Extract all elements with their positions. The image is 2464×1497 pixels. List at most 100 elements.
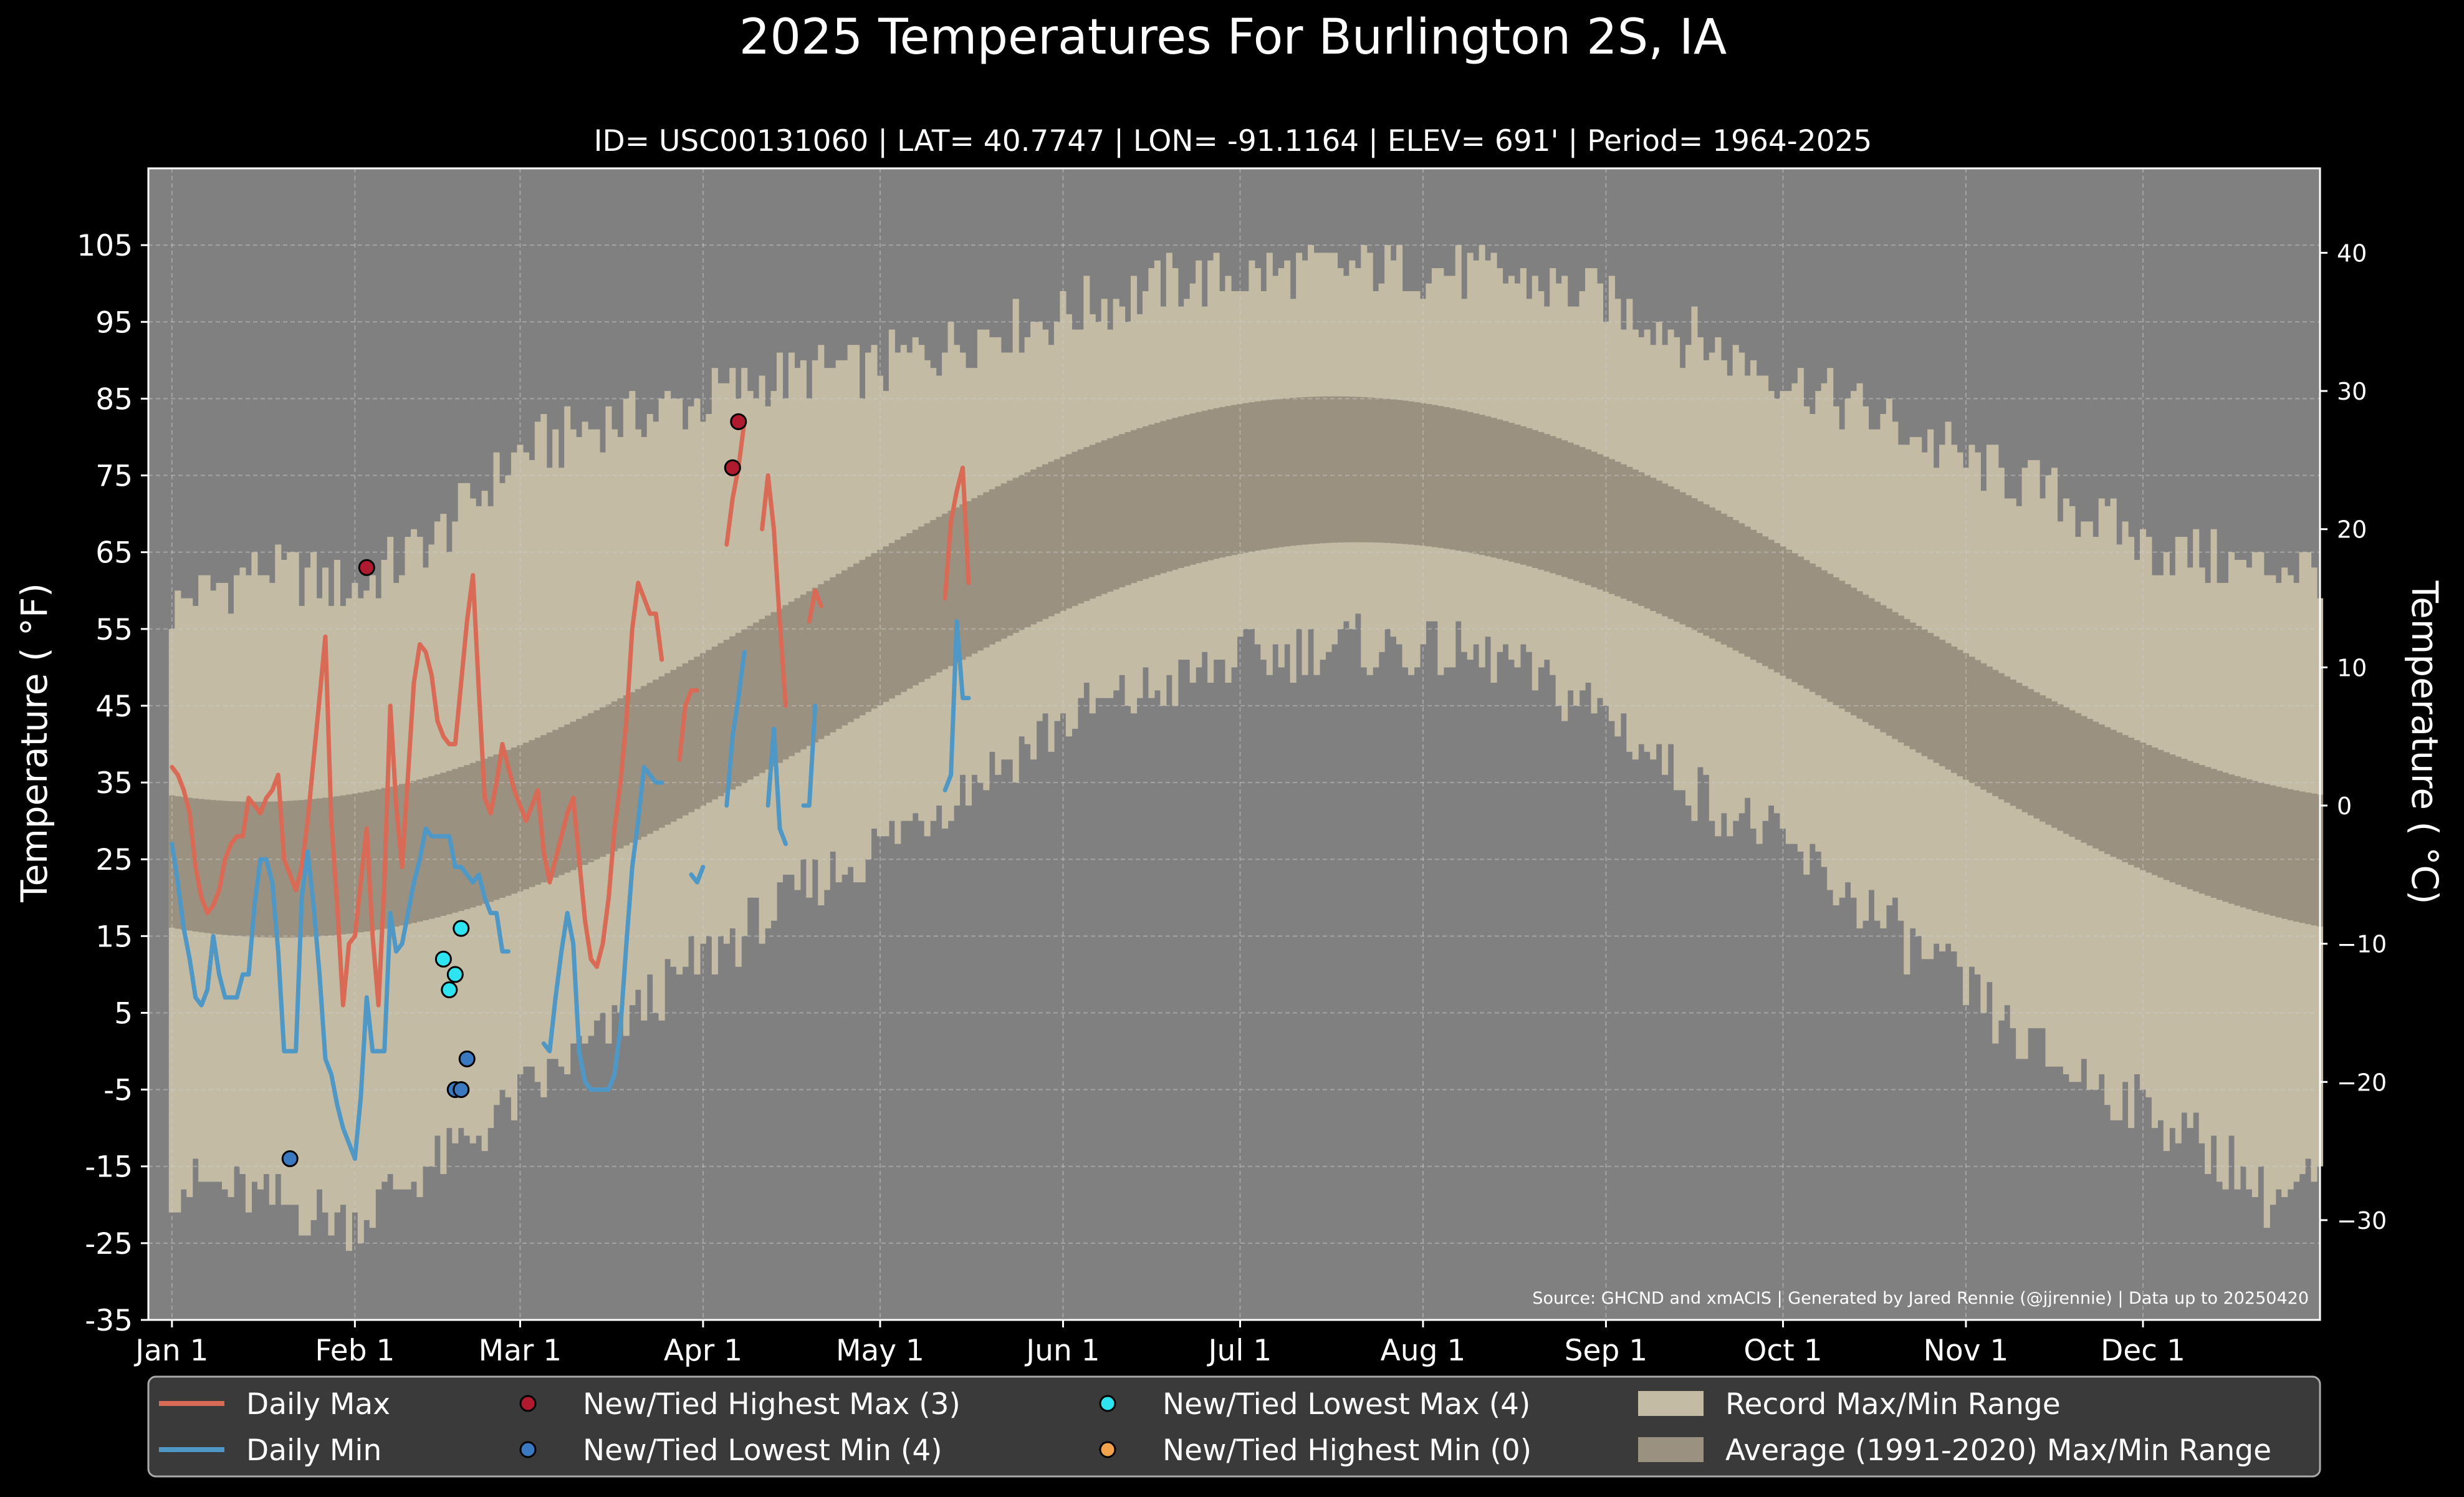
normal-range-bar bbox=[2122, 734, 2129, 862]
normal-range-bar bbox=[1703, 504, 1710, 636]
normal-range-bar bbox=[1632, 469, 1639, 604]
normal-range-bar bbox=[936, 516, 942, 673]
chart-title: 2025 Temperatures For Burlington 2S, IA bbox=[739, 9, 1727, 65]
normal-range-bar bbox=[2240, 777, 2246, 908]
normal-range-bar bbox=[1974, 660, 1981, 787]
normal-range-bar bbox=[1313, 397, 1320, 544]
normal-range-bar bbox=[1254, 401, 1261, 551]
legend-marker-swatch bbox=[519, 1441, 537, 1458]
normal-range-bar bbox=[410, 781, 418, 923]
normal-range-bar bbox=[2163, 752, 2170, 880]
normal-range-bar bbox=[405, 782, 411, 925]
normal-range-bar bbox=[316, 798, 323, 936]
normal-range-bar bbox=[1284, 398, 1291, 547]
normal-range-bar bbox=[706, 650, 712, 803]
daily-max-line bbox=[724, 419, 747, 547]
normal-range-bar bbox=[1909, 622, 1916, 749]
plot-area bbox=[147, 167, 2324, 1321]
normal-range-bar bbox=[717, 643, 724, 796]
normal-range-bar bbox=[333, 796, 340, 935]
normal-range-bar bbox=[2293, 790, 2300, 922]
normal-range-bar bbox=[2057, 704, 2064, 831]
normal-range-bar bbox=[1691, 498, 1698, 630]
y-axis-left: -35 -25 -15 -5 5 15 25 35 45 55 65 75 85 95 105 bbox=[77, 229, 148, 1338]
legend-patch-swatch bbox=[1638, 1437, 1704, 1462]
normal-range-bar bbox=[1479, 415, 1485, 556]
normal-range-bar bbox=[1373, 398, 1379, 543]
y-tick-label-right: 40 bbox=[2337, 239, 2367, 267]
normal-range-bar bbox=[989, 489, 995, 645]
normal-range-bar bbox=[2145, 745, 2152, 873]
normal-range-bar bbox=[458, 767, 464, 912]
y-tick-label: 5 bbox=[114, 996, 133, 1031]
y-axis-label-left: Temperature ( °F) bbox=[13, 583, 55, 903]
normal-range-bar bbox=[552, 729, 559, 878]
normal-range-bar bbox=[1614, 461, 1621, 597]
normal-range-bar bbox=[1083, 447, 1090, 601]
normal-range-bar bbox=[1366, 397, 1373, 542]
normal-range-bar bbox=[239, 801, 246, 936]
normal-range-bar bbox=[1968, 657, 1975, 783]
normal-range-bar bbox=[1060, 456, 1067, 612]
x-tick-label: Feb 1 bbox=[315, 1334, 395, 1368]
normal-range-bar bbox=[328, 797, 335, 936]
normal-range-bar bbox=[1225, 406, 1232, 557]
normal-range-bar bbox=[2187, 761, 2193, 890]
normal-range-bar bbox=[1892, 612, 1899, 739]
legend-label: Daily Max bbox=[246, 1387, 390, 1422]
normal-range-bar bbox=[1177, 416, 1184, 569]
y-tick-label: -35 bbox=[85, 1304, 133, 1338]
normal-range-bar bbox=[1945, 643, 1952, 770]
normal-range-bar bbox=[1962, 653, 1969, 780]
x-tick-label: Dec 1 bbox=[2101, 1334, 2185, 1368]
y-tick-label: 15 bbox=[95, 920, 133, 954]
normal-range-bar bbox=[280, 801, 287, 938]
y-tick-label: 55 bbox=[95, 613, 133, 647]
normal-range-bar bbox=[1827, 574, 1834, 702]
y-tick-label: -5 bbox=[103, 1074, 133, 1108]
normal-range-bar bbox=[1762, 536, 1769, 667]
normal-range-bar bbox=[345, 794, 352, 934]
normal-range-bar bbox=[1656, 480, 1662, 614]
daily-max-line bbox=[807, 588, 823, 623]
normal-range-bar bbox=[204, 799, 211, 933]
normal-range-bar bbox=[228, 801, 234, 936]
normal-range-bar bbox=[1773, 543, 1781, 673]
normal-range-bar bbox=[175, 796, 181, 929]
normal-range-bar bbox=[1496, 419, 1503, 559]
normal-range-bar bbox=[1603, 456, 1609, 592]
normal-range-bar bbox=[2098, 724, 2105, 852]
normal-range-bar bbox=[653, 680, 659, 831]
normal-range-bar bbox=[1502, 421, 1509, 561]
normal-range-bar bbox=[1561, 440, 1568, 577]
normal-range-bar bbox=[1998, 673, 2005, 800]
normal-range-bar bbox=[168, 795, 175, 928]
normal-range-bar bbox=[564, 724, 571, 873]
normal-range-bar bbox=[753, 622, 760, 777]
daily-min-line bbox=[170, 826, 511, 1161]
normal-range-bar bbox=[1833, 577, 1839, 706]
normal-range-bar bbox=[2074, 713, 2081, 840]
normal-range-bar bbox=[1904, 619, 1910, 746]
normal-range-bar bbox=[1662, 483, 1669, 617]
y-axis-label-right: Temperature ( °C) bbox=[2404, 580, 2446, 904]
normal-range-bar bbox=[1007, 480, 1014, 636]
normal-range-bar bbox=[245, 801, 252, 937]
normal-range-bar bbox=[670, 670, 677, 822]
normal-range-bar bbox=[1608, 459, 1615, 594]
normal-range-bar bbox=[1396, 400, 1403, 544]
normal-range-bar bbox=[2051, 701, 2058, 828]
normal-range-bar bbox=[1053, 459, 1061, 614]
normal-range-bar bbox=[1727, 516, 1733, 648]
normal-range-bar bbox=[1119, 434, 1126, 587]
normal-range-bar bbox=[428, 776, 435, 919]
x-tick-label: Jun 1 bbox=[1024, 1334, 1100, 1368]
normal-range-bar bbox=[1986, 667, 1993, 793]
normal-range-bar bbox=[1644, 474, 1651, 609]
normal-range-bar bbox=[930, 520, 937, 676]
normal-range-bar bbox=[2092, 721, 2099, 849]
normal-range-bar bbox=[1431, 405, 1438, 547]
normal-range-bar bbox=[1024, 472, 1031, 627]
normal-range-bar bbox=[2045, 698, 2052, 825]
normal-range-bar bbox=[1791, 553, 1798, 682]
